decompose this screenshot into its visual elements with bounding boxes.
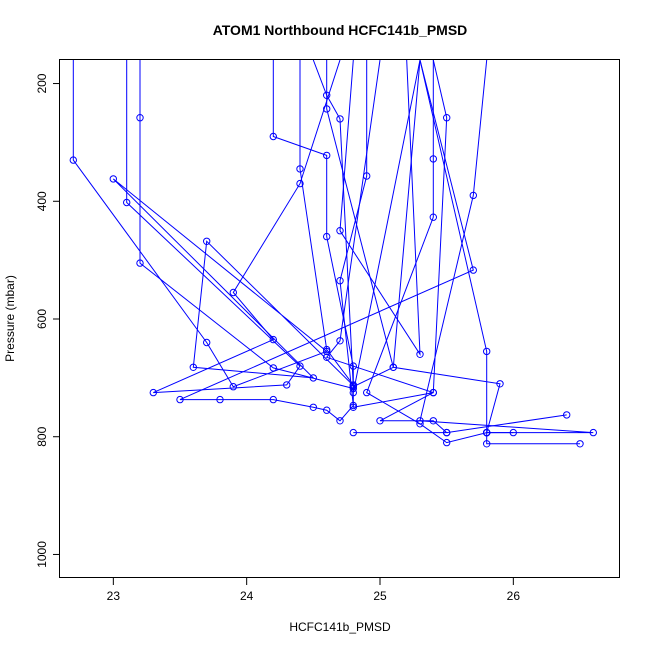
data-point	[429, 388, 437, 397]
data-point	[336, 115, 344, 123]
data-point	[483, 440, 491, 448]
data-point	[576, 440, 584, 448]
data-point	[149, 388, 158, 397]
data-point	[429, 213, 437, 221]
data-point	[323, 345, 331, 354]
data-point	[336, 337, 344, 345]
x-tick-label: 23	[107, 589, 121, 603]
x-axis-label: HCFC141b_PMSD	[289, 620, 391, 634]
data-point	[269, 395, 277, 404]
data-point	[69, 156, 78, 164]
data-point	[309, 403, 317, 411]
data-point	[496, 380, 504, 388]
data-point	[176, 395, 184, 404]
data-point	[443, 428, 451, 437]
data-point	[229, 288, 238, 297]
series-8-line	[339, 60, 421, 357]
data-point	[429, 155, 437, 163]
data-point	[349, 362, 357, 370]
series-2-line	[126, 60, 341, 394]
data-point	[123, 198, 131, 207]
data-point	[429, 417, 437, 425]
series-12-line	[419, 60, 488, 433]
y-axis: 200 400 600 800 1000	[35, 73, 60, 568]
data-point	[469, 191, 477, 200]
data-point	[296, 179, 304, 188]
data-point	[203, 237, 211, 246]
series-10-line	[325, 60, 448, 394]
y-tick-label: 800	[35, 426, 49, 446]
data-point	[216, 395, 224, 404]
data-point	[416, 420, 424, 428]
data-point	[376, 417, 384, 425]
data-point	[349, 428, 357, 437]
data-point	[443, 114, 451, 122]
data-point	[203, 338, 211, 347]
data-point	[336, 227, 344, 235]
series-layer	[69, 60, 597, 448]
chart-title: ATOM1 Northbound HCFC141b_PMSD	[213, 22, 468, 38]
data-point	[296, 165, 304, 173]
data-point	[309, 374, 317, 382]
data-point	[323, 406, 331, 414]
data-point	[469, 266, 477, 274]
data-point	[323, 105, 331, 113]
y-tick-label: 200	[35, 73, 49, 93]
data-point	[109, 175, 118, 183]
series-9-line	[179, 60, 474, 422]
series-7-line	[326, 60, 580, 445]
data-point	[296, 362, 304, 370]
series-11-line	[366, 60, 594, 444]
y-tick-label: 1000	[35, 541, 49, 568]
x-axis: 23 24 25 26	[107, 578, 521, 603]
series-4-line	[272, 60, 567, 434]
data-point	[589, 428, 597, 437]
data-point	[269, 364, 277, 372]
data-point	[563, 411, 571, 419]
data-point	[283, 381, 291, 389]
series-5-line	[299, 60, 421, 393]
y-tick-label: 600	[35, 309, 49, 329]
data-point	[323, 353, 331, 361]
data-point	[416, 350, 424, 358]
data-point	[189, 363, 198, 371]
data-point	[389, 363, 397, 371]
series-1-line	[72, 60, 354, 388]
y-tick-label: 400	[35, 191, 49, 211]
data-point	[269, 132, 277, 141]
data-point	[363, 388, 371, 397]
x-tick-label: 24	[240, 589, 254, 603]
data-point	[269, 335, 277, 344]
data-point	[336, 417, 344, 425]
series-3-line	[139, 60, 354, 389]
data-point	[349, 388, 357, 397]
x-tick-label: 26	[507, 589, 521, 603]
data-point	[483, 347, 491, 356]
data-point	[349, 401, 357, 410]
data-point	[229, 383, 238, 391]
data-point	[443, 438, 451, 447]
plot-area-frame	[59, 59, 620, 578]
data-point	[323, 232, 331, 241]
data-point	[323, 151, 331, 160]
data-point	[136, 114, 144, 122]
x-tick-label: 25	[373, 589, 387, 603]
data-point	[416, 417, 424, 425]
data-point	[483, 428, 491, 437]
data-point	[349, 383, 357, 391]
data-point	[336, 277, 344, 285]
data-point	[136, 259, 144, 267]
y-axis-label: Pressure (mbar)	[3, 275, 17, 362]
